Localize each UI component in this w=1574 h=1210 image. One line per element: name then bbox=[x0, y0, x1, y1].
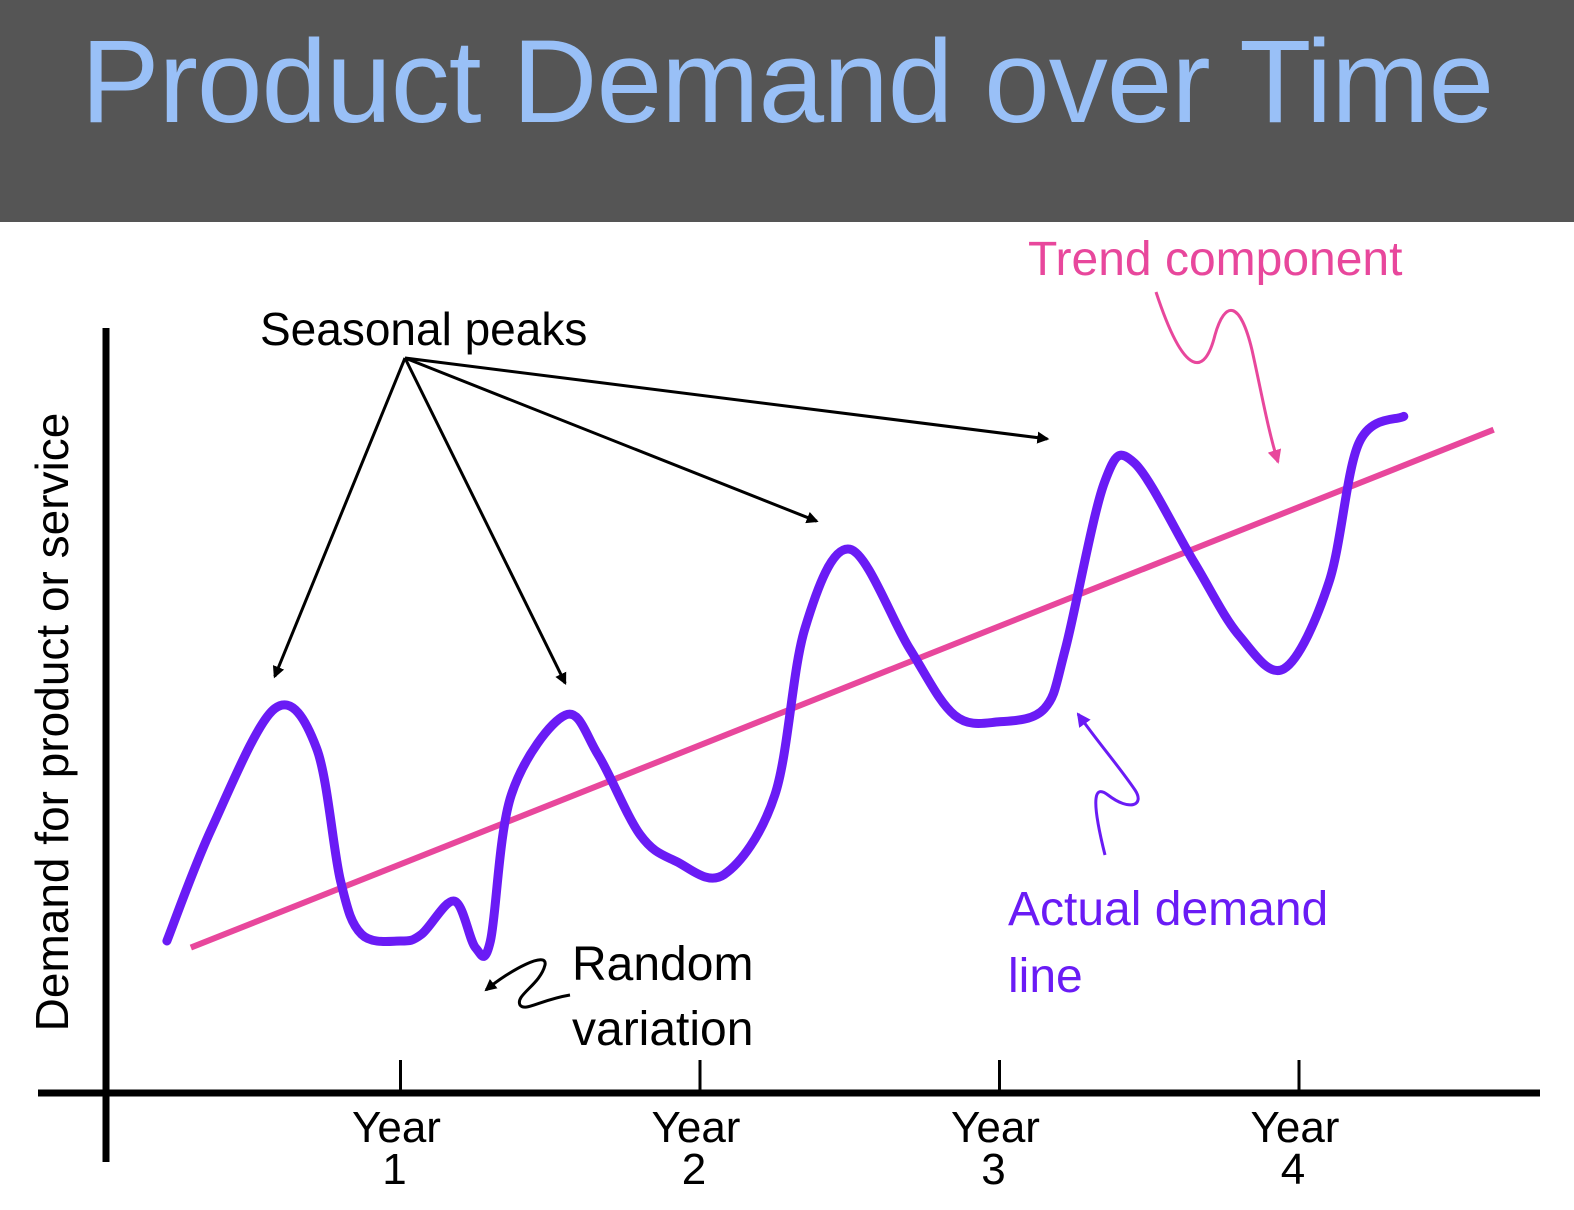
seasonal-peaks-label: Seasonal peaks bbox=[260, 303, 587, 355]
seasonal-peak-arrow-2 bbox=[403, 357, 567, 685]
actual-demand-arrow bbox=[1076, 712, 1140, 856]
x-tick-label-2-line1: Year bbox=[652, 1103, 741, 1152]
actual-demand-line bbox=[162, 411, 1409, 961]
series-layer bbox=[162, 411, 1495, 961]
seasonal-peak-arrow-3 bbox=[404, 356, 819, 524]
x-tick-label-3-line1: Year bbox=[951, 1103, 1040, 1152]
actual-demand-label-line2: line bbox=[1008, 950, 1083, 1003]
x-tick-label-4-line1: Year bbox=[1251, 1103, 1340, 1152]
x-tick-label-3-line2: 3 bbox=[981, 1145, 1005, 1194]
seasonal-peak-arrow-4 bbox=[404, 356, 1050, 444]
page-title: Product Demand over Time bbox=[80, 16, 1494, 148]
seasonal-peak-arrows bbox=[272, 356, 1050, 685]
seasonal-peak-arrow-1 bbox=[272, 357, 407, 679]
random-variation-arrow bbox=[484, 958, 571, 1009]
x-tick-label-1-line2: 1 bbox=[382, 1145, 406, 1194]
x-tick-label-2-line2: 2 bbox=[682, 1145, 706, 1194]
random-variation-label-line2: variation bbox=[572, 1003, 753, 1056]
trend-component-arrow bbox=[1154, 291, 1282, 464]
title-bar bbox=[0, 0, 1574, 222]
y-axis-label: Demand for product or service bbox=[26, 413, 78, 1032]
x-tick-label-4-line2: 4 bbox=[1281, 1145, 1305, 1194]
trend-component-line bbox=[189, 426, 1495, 951]
trend-component-label: Trend component bbox=[1028, 233, 1402, 286]
x-tick-label-1-line1: Year bbox=[352, 1103, 441, 1152]
random-variation-label-line1: Random bbox=[572, 938, 753, 991]
actual-demand-label-line1: Actual demand bbox=[1008, 883, 1328, 936]
